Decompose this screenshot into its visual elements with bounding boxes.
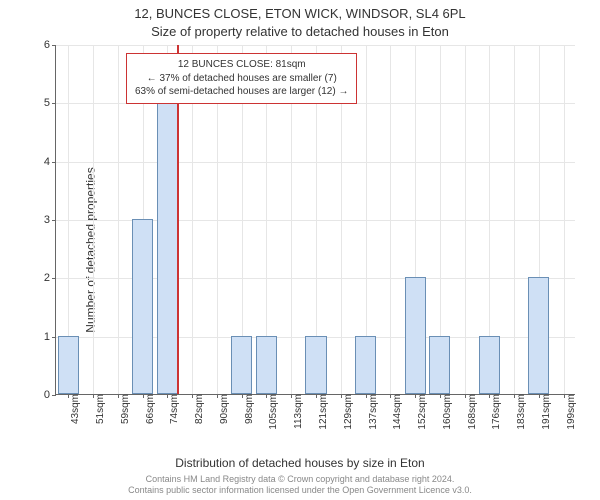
histogram-bar xyxy=(528,277,549,394)
grid-line-v xyxy=(118,45,119,394)
xtick-label: 98sqm xyxy=(242,394,255,424)
histogram-bar xyxy=(256,336,277,394)
xtick-label: 160sqm xyxy=(440,394,453,430)
xtick-label: 168sqm xyxy=(465,394,478,430)
chart-title-line1: 12, BUNCES CLOSE, ETON WICK, WINDSOR, SL… xyxy=(0,6,600,21)
annotation-line2: ← 37% of detached houses are smaller (7) xyxy=(135,72,348,86)
xtick-label: 121sqm xyxy=(316,394,329,430)
xtick-label: 82sqm xyxy=(192,394,205,424)
xtick-label: 191sqm xyxy=(539,394,552,430)
xtick-label: 199sqm xyxy=(564,394,577,430)
xtick-label: 74sqm xyxy=(167,394,180,424)
xtick-label: 183sqm xyxy=(514,394,527,430)
ytick-label: 5 xyxy=(44,97,56,109)
grid-line-v xyxy=(93,45,94,394)
xtick-label: 43sqm xyxy=(68,394,81,424)
histogram-bar xyxy=(157,102,178,394)
xtick-label: 144sqm xyxy=(390,394,403,430)
chart-title-line2: Size of property relative to detached ho… xyxy=(0,24,600,39)
ytick-label: 0 xyxy=(44,389,56,401)
attribution-line2: Contains public sector information licen… xyxy=(0,485,600,496)
ytick-label: 4 xyxy=(44,156,56,168)
ytick-label: 6 xyxy=(44,39,56,51)
annotation-line3: 63% of semi-detached houses are larger (… xyxy=(135,85,348,99)
xtick-label: 113sqm xyxy=(291,394,304,429)
xtick-label: 90sqm xyxy=(217,394,230,424)
histogram-bar xyxy=(355,336,376,394)
xtick-label: 176sqm xyxy=(489,394,502,430)
xtick-label: 129sqm xyxy=(341,394,354,430)
histogram-bar xyxy=(405,277,426,394)
chart-container: 12, BUNCES CLOSE, ETON WICK, WINDSOR, SL… xyxy=(0,0,600,500)
xtick-label: 51sqm xyxy=(93,394,106,424)
annotation-line1: 12 BUNCES CLOSE: 81sqm xyxy=(135,58,348,72)
histogram-bar xyxy=(132,219,153,394)
attribution-line1: Contains HM Land Registry data © Crown c… xyxy=(0,474,600,485)
grid-line-v xyxy=(390,45,391,394)
grid-line-v xyxy=(465,45,466,394)
histogram-bar xyxy=(58,336,79,394)
plot-area: 012345643sqm51sqm59sqm66sqm74sqm82sqm90s… xyxy=(55,45,575,395)
xtick-label: 105sqm xyxy=(266,394,279,430)
attribution-text: Contains HM Land Registry data © Crown c… xyxy=(0,474,600,496)
grid-line-v xyxy=(514,45,515,394)
xtick-label: 152sqm xyxy=(415,394,428,430)
ytick-label: 1 xyxy=(44,331,56,343)
grid-line-v xyxy=(564,45,565,394)
xtick-label: 59sqm xyxy=(118,394,131,424)
ytick-label: 3 xyxy=(44,214,56,226)
xtick-label: 66sqm xyxy=(143,394,156,424)
histogram-bar xyxy=(231,336,252,394)
ytick-label: 2 xyxy=(44,272,56,284)
histogram-bar xyxy=(305,336,326,394)
histogram-bar xyxy=(479,336,500,394)
annotation-box: 12 BUNCES CLOSE: 81sqm ← 37% of detached… xyxy=(126,53,357,104)
xtick-label: 137sqm xyxy=(366,394,379,430)
x-axis-label: Distribution of detached houses by size … xyxy=(0,456,600,470)
histogram-bar xyxy=(429,336,450,394)
